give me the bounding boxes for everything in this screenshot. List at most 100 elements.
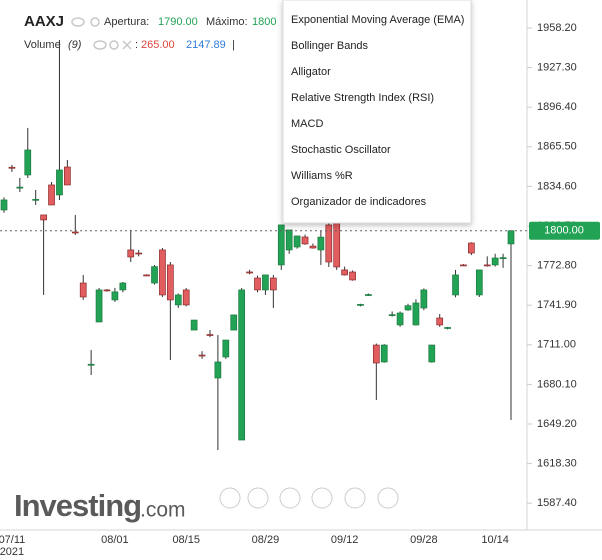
candle-body — [468, 242, 475, 254]
candle-body — [372, 344, 380, 364]
candle-body — [40, 214, 47, 221]
candle-body — [111, 291, 119, 301]
x-tick-label: 07/11 — [0, 534, 25, 546]
candle-body — [8, 166, 16, 169]
candle-body — [436, 317, 444, 326]
candle-body — [182, 289, 190, 306]
candle-body — [444, 327, 451, 329]
y-tick-label: 1927.30 — [537, 61, 577, 73]
x-tick-label: 09/28 — [410, 534, 438, 546]
candle-body — [135, 252, 143, 255]
menu-item[interactable]: Exponential Moving Average (EMA) — [291, 14, 464, 26]
separator: | — [232, 39, 235, 51]
volume-period: (9) — [68, 39, 82, 51]
toolbar — [219, 487, 399, 509]
candle-body — [357, 304, 364, 306]
candle-body — [246, 271, 253, 274]
candle-body — [262, 274, 269, 291]
x-tick-label: 09/12 — [331, 534, 359, 546]
menu-item[interactable]: Bollinger Bands — [291, 40, 369, 52]
candle-body — [341, 269, 348, 276]
menu-item[interactable]: Relative Strength Index (RSI) — [291, 92, 434, 104]
volume-label: Volume — [24, 39, 61, 51]
candle-body — [48, 184, 55, 206]
candle-body — [507, 230, 515, 245]
candle-body — [206, 334, 214, 336]
menu-item[interactable]: Stochastic Oscillator — [291, 144, 391, 156]
candle-body — [412, 302, 420, 326]
header: AAXJ Apertura: 1790.00 Máximo: 1800 Volu… — [24, 13, 276, 51]
candle-body — [159, 249, 166, 296]
candle-body — [380, 344, 388, 363]
open-value: 1790.00 — [158, 16, 198, 28]
candle-body — [190, 319, 198, 331]
candle-body — [349, 271, 356, 281]
candle-body — [396, 312, 404, 326]
indicator-menu: Exponential Moving Average (EMA) Bollinge… — [282, 0, 472, 224]
candle-body — [143, 274, 150, 277]
candle-body — [325, 224, 333, 263]
candle-body — [254, 277, 261, 291]
y-tick-label: 1958.20 — [537, 22, 577, 34]
high-value: 1800 — [252, 16, 276, 28]
watermark: Investing — [14, 488, 141, 523]
y-tick-label: 1649.20 — [537, 418, 577, 430]
y-tick-label: 1587.40 — [537, 497, 577, 509]
candle-body — [32, 198, 40, 201]
candle-body — [0, 199, 8, 211]
icons — [71, 17, 132, 50]
candle-body — [64, 166, 71, 186]
candle-body — [475, 269, 483, 296]
candle-body — [119, 282, 127, 291]
candle-body — [238, 289, 246, 441]
candle-body — [222, 339, 230, 358]
candle-body — [95, 289, 103, 323]
y-tick-label: 1618.30 — [537, 458, 577, 470]
x-tick-label: 08/29 — [252, 534, 280, 546]
y-tick-label: 1865.50 — [537, 141, 577, 153]
menu-item[interactable]: MACD — [291, 118, 323, 130]
candle-body — [301, 236, 309, 245]
candle-body — [483, 264, 491, 267]
menu-item[interactable]: Williams %R — [291, 170, 353, 182]
open-label: Apertura: — [104, 16, 149, 28]
candle-body — [103, 289, 111, 292]
separator: : — [135, 39, 138, 51]
watermark: .com — [140, 499, 186, 522]
candle-body — [388, 314, 396, 317]
candle-body — [87, 363, 95, 366]
candle-body — [420, 289, 428, 309]
candle-body — [499, 257, 507, 259]
candle-body — [71, 231, 79, 234]
candle-body — [333, 219, 341, 268]
x-tick-label: 10/14 — [481, 534, 509, 546]
menu-panel — [282, 0, 472, 224]
menu-item[interactable]: Organizador de indicadores — [291, 196, 427, 208]
year-label: 2021 — [0, 546, 24, 558]
price-label: 1800.00 — [544, 225, 584, 237]
candle-body — [24, 149, 32, 176]
candle-body — [269, 277, 277, 291]
candle-body — [277, 224, 285, 266]
candle-body — [460, 264, 467, 267]
x-tick-label: 08/15 — [172, 534, 200, 546]
candle-body — [404, 305, 412, 311]
candle-body — [127, 249, 135, 258]
y-tick-label: 1772.80 — [537, 259, 577, 271]
price-badge — [529, 221, 600, 240]
candle-body — [452, 274, 459, 296]
candle-body — [79, 282, 87, 298]
candle-body — [317, 236, 325, 251]
symbol: AAXJ — [24, 13, 64, 30]
candle-body — [167, 264, 174, 301]
y-tick-label: 1834.60 — [537, 180, 577, 192]
y-tick-label: 1711.00 — [537, 339, 576, 351]
menu-item[interactable]: Alligator — [291, 66, 331, 78]
y-tick-label: 1896.40 — [537, 101, 577, 113]
candle-body — [198, 354, 206, 357]
candle-body — [214, 361, 222, 379]
candle-body — [151, 266, 158, 284]
x-tick-label: 08/01 — [101, 534, 129, 546]
